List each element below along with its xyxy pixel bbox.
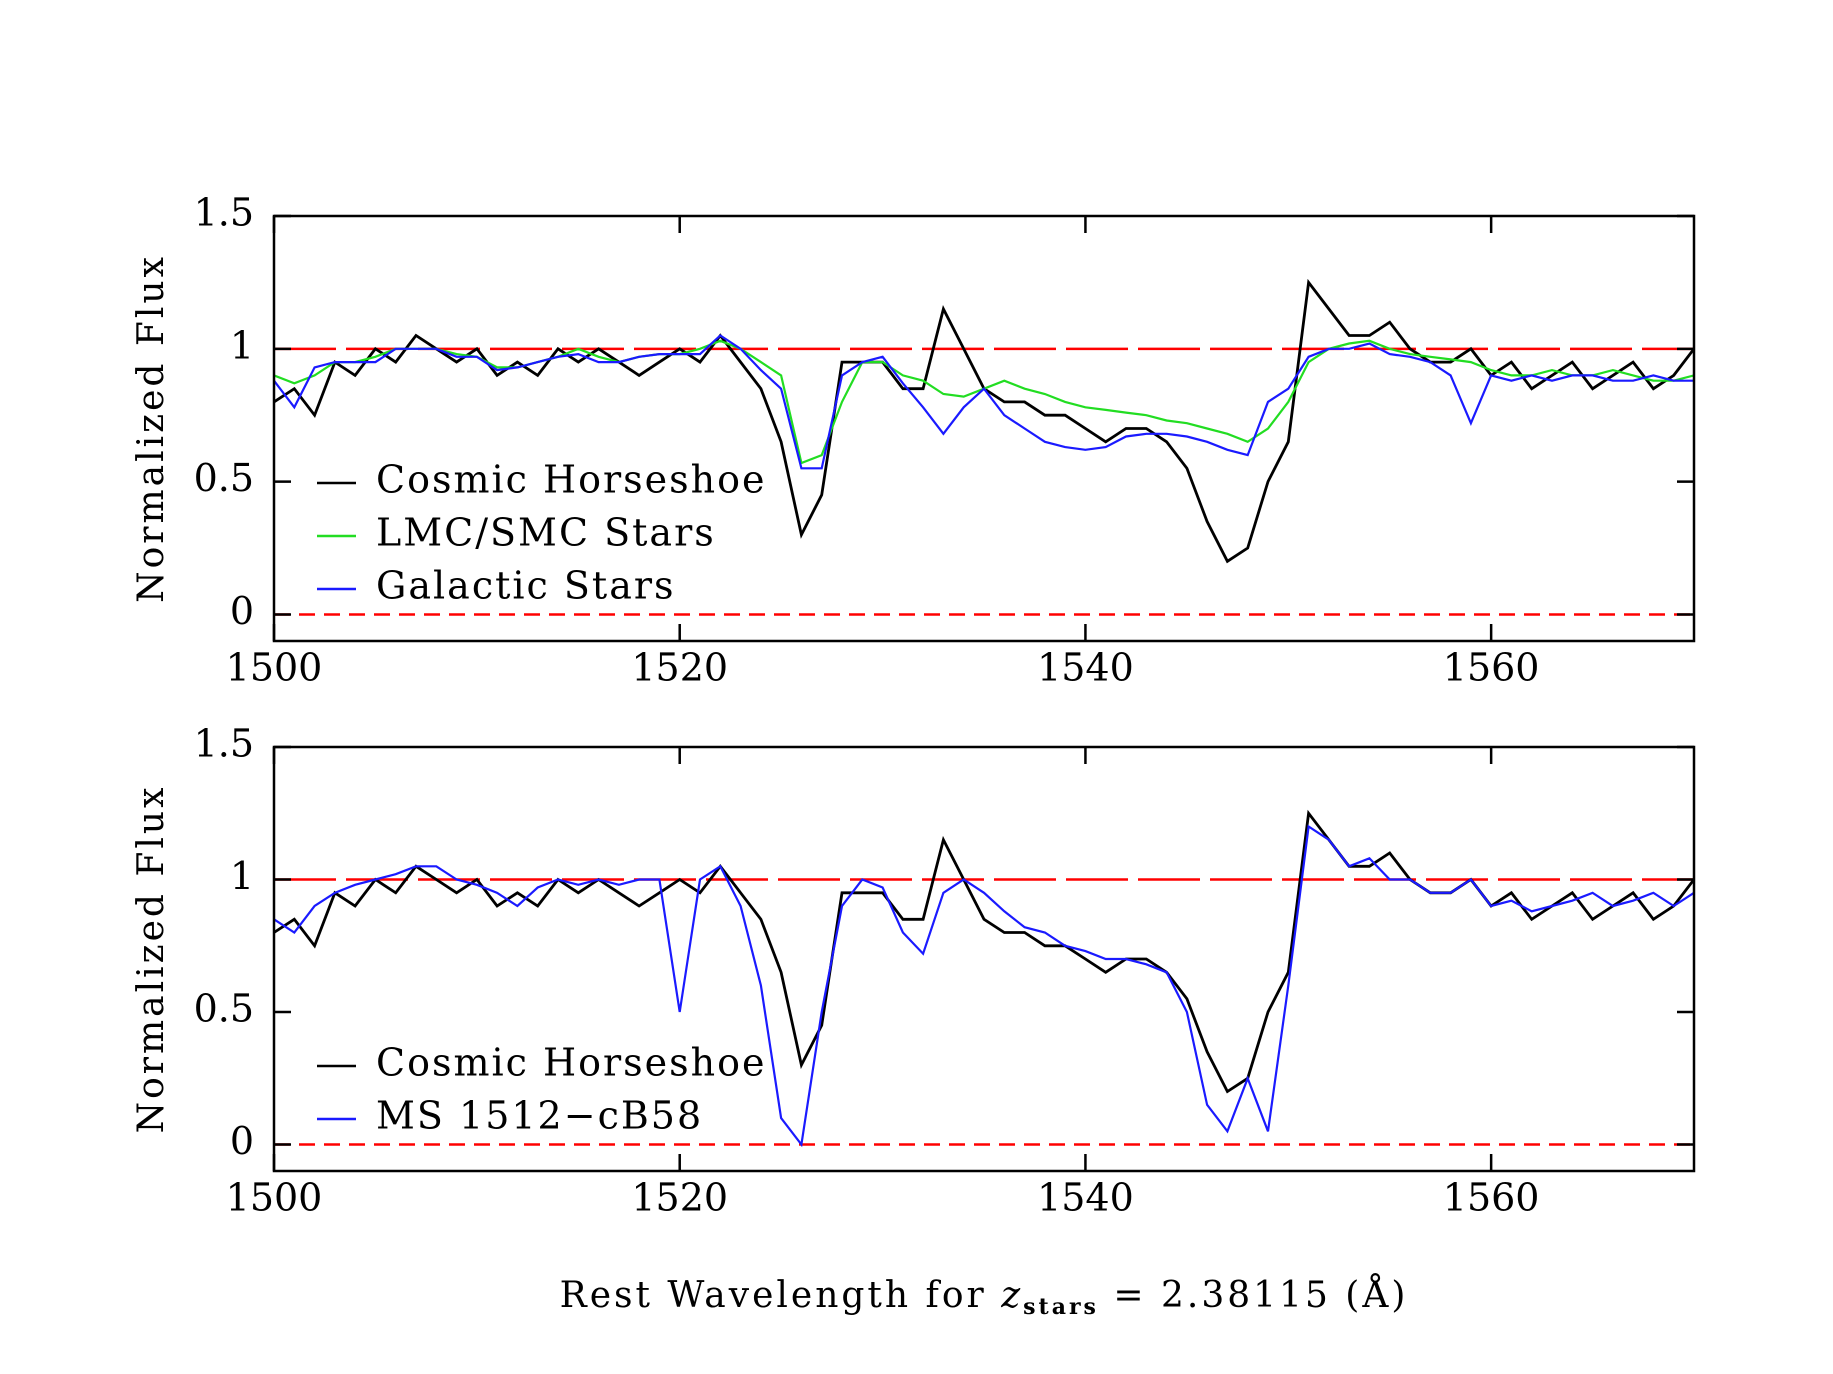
legend-label: MS 1512−cB58	[376, 1094, 703, 1138]
y-tick-label: 0	[230, 1119, 254, 1163]
x-tick-label: 1560	[1443, 1176, 1540, 1220]
y-tick-label: 0.5	[194, 456, 254, 500]
legend-label: Cosmic Horseshoe	[376, 458, 767, 502]
y-tick-label: 0	[230, 589, 254, 633]
x-tick-label: 1560	[1443, 646, 1540, 690]
x-tick-label: 1540	[1037, 646, 1134, 690]
y-tick-label: 0.5	[194, 987, 254, 1031]
y-tick-label: 1	[230, 854, 254, 898]
y-axis-title: Normalized Flux	[131, 254, 172, 603]
plot-area	[274, 809, 1694, 1148]
y-tick-label: 1.5	[194, 191, 254, 235]
spectrum-line	[274, 824, 1694, 1148]
plot-frame	[272, 745, 1696, 1173]
y-axis-title: Normalized Flux	[131, 785, 172, 1134]
y-tick-label: 1.5	[194, 722, 254, 766]
x-tick-label: 1500	[226, 646, 323, 690]
legend-label: LMC/SMC Stars	[376, 511, 716, 555]
x-axis-title-prefix: Rest Wavelength for	[560, 1275, 1002, 1316]
x-axis-title-variable: z	[1000, 1275, 1023, 1316]
plot-frame	[272, 214, 1696, 643]
x-tick-label: 1540	[1037, 1176, 1134, 1220]
legend-label: Cosmic Horseshoe	[376, 1041, 767, 1085]
x-tick-label: 1520	[631, 646, 728, 690]
x-tick-label: 1500	[226, 1176, 323, 1220]
x-axis-title-subscript: stars	[1023, 1294, 1099, 1320]
x-axis-title: Rest Wavelength for zstars = 2.38115 (Å)	[560, 1274, 1409, 1320]
plot-area	[274, 278, 1694, 616]
y-tick-label: 1	[230, 323, 254, 367]
x-tick-label: 1520	[631, 1176, 728, 1220]
x-axis-title-suffix: = 2.38115 (Å)	[1099, 1274, 1408, 1316]
spectrum-line	[274, 334, 1694, 470]
legend-label: Galactic Stars	[376, 564, 676, 608]
